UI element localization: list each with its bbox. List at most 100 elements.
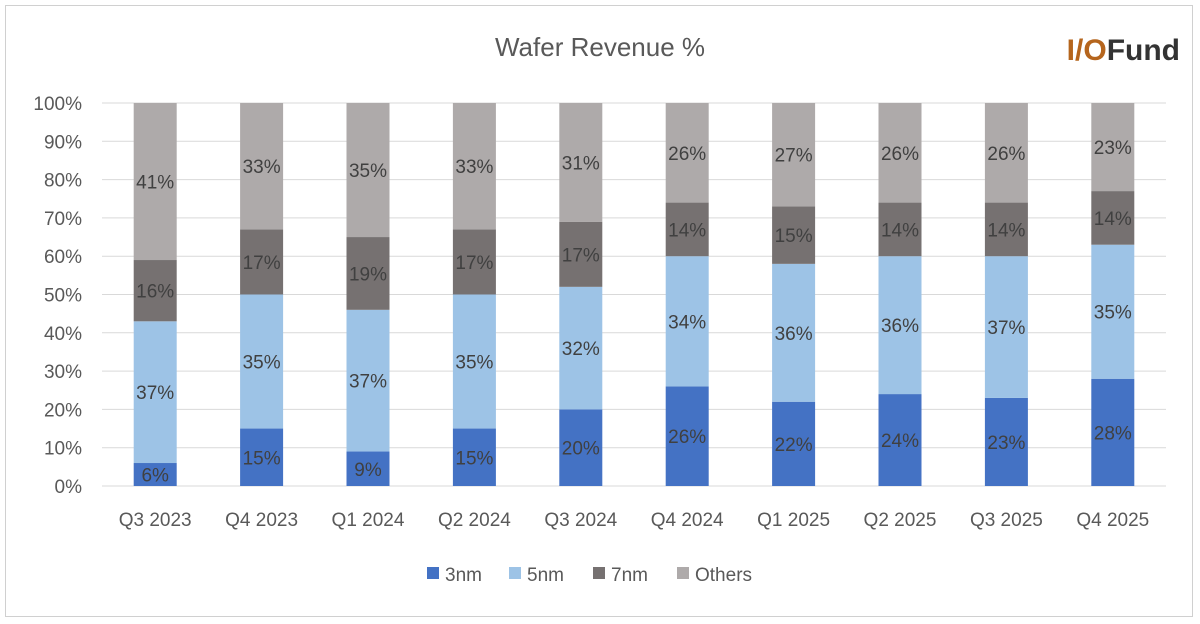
bar-segment: [452, 428, 496, 486]
data-label: 17%: [562, 245, 600, 266]
bar-segment: [878, 394, 922, 486]
data-label: 26%: [668, 427, 706, 448]
x-tick-label: Q3 2023: [119, 510, 192, 531]
bar-segment: [772, 206, 816, 264]
x-tick-label: Q4 2024: [651, 510, 724, 531]
legend-swatch: [593, 567, 605, 579]
bar-segment: [1091, 103, 1135, 192]
legend-label: 3nm: [445, 565, 482, 586]
y-tick-label: 10%: [44, 439, 82, 460]
logo-io-text: I/O: [1066, 34, 1107, 67]
bar-segment: [240, 103, 284, 230]
bar-segment: [984, 256, 1028, 398]
bar-segment: [665, 256, 709, 387]
data-label: 35%: [349, 161, 387, 182]
data-label: 15%: [775, 226, 813, 247]
bar-segment: [240, 294, 284, 429]
x-tick-label: Q2 2025: [864, 510, 937, 531]
x-tick-label: Q1 2025: [757, 510, 830, 531]
bar-segment: [346, 103, 390, 238]
bar-segment: [665, 202, 709, 257]
bar-segment: [984, 397, 1028, 486]
x-tick-label: Q4 2023: [225, 510, 298, 531]
data-label: 35%: [1094, 303, 1132, 324]
data-label: 34%: [668, 312, 706, 333]
y-tick-label: 100%: [33, 94, 82, 115]
legend-label: Others: [695, 565, 752, 586]
data-label: 37%: [349, 372, 387, 393]
logo-fund-text: Fund: [1106, 34, 1180, 67]
legend-swatch: [509, 567, 521, 579]
y-tick-label: 70%: [44, 209, 82, 230]
data-label: 37%: [136, 383, 174, 404]
y-tick-label: 20%: [44, 400, 82, 421]
data-label: 36%: [775, 324, 813, 345]
bar-segment: [559, 286, 603, 410]
chart-title: Wafer Revenue %: [494, 32, 706, 62]
bar-segment: [772, 263, 816, 402]
data-label: 36%: [881, 316, 919, 337]
bar-segment: [133, 103, 177, 261]
x-tick-label: Q3 2024: [544, 510, 617, 531]
y-tick-label: 80%: [44, 171, 82, 192]
x-tick-label: Q2 2024: [438, 510, 511, 531]
data-label: 15%: [243, 448, 281, 469]
data-label: 19%: [349, 264, 387, 285]
data-label: 14%: [668, 220, 706, 241]
data-label: 14%: [1094, 209, 1132, 230]
data-label: 33%: [243, 157, 281, 178]
bar-segment: [665, 103, 709, 203]
x-tick-label: Q3 2025: [970, 510, 1043, 531]
bar-segment: [559, 103, 603, 222]
data-label: 23%: [987, 433, 1025, 454]
data-label: 26%: [881, 144, 919, 165]
bar-segment: [452, 103, 496, 230]
data-label: 32%: [562, 339, 600, 360]
data-label: 26%: [668, 144, 706, 165]
bar-segment: [133, 321, 177, 464]
x-tick-label: Q4 2025: [1076, 510, 1149, 531]
data-label: 33%: [455, 157, 493, 178]
bar-segment: [346, 309, 390, 452]
bar-segment: [984, 202, 1028, 257]
data-label: 23%: [1094, 138, 1132, 159]
bar-segment: [1091, 378, 1135, 486]
data-label: 14%: [987, 220, 1025, 241]
bar-segment: [665, 386, 709, 486]
bar-segment: [133, 463, 177, 486]
data-label: 17%: [243, 253, 281, 274]
bar-segment: [984, 103, 1028, 203]
bar-segment: [240, 229, 284, 295]
bar-segment: [452, 229, 496, 295]
bar-segment: [559, 409, 603, 486]
bar-segment: [1091, 191, 1135, 245]
data-label: 14%: [881, 220, 919, 241]
data-label: 24%: [881, 431, 919, 452]
io-fund-logo: I/OFund: [1067, 34, 1180, 68]
bar-segment: [240, 428, 284, 486]
bar-segment: [346, 237, 390, 310]
bar-segment: [878, 202, 922, 257]
bar-segment: [559, 221, 603, 287]
data-label: 20%: [562, 439, 600, 460]
bar-segment: [772, 401, 816, 486]
y-tick-label: 0%: [55, 477, 83, 498]
data-label: 15%: [455, 448, 493, 469]
y-tick-label: 40%: [44, 324, 82, 345]
data-label: 6%: [141, 466, 169, 487]
bar-segment: [878, 256, 922, 395]
y-tick-label: 60%: [44, 247, 82, 268]
bar-segment: [346, 451, 390, 486]
legend-swatch: [677, 567, 689, 579]
data-label: 17%: [455, 253, 493, 274]
y-tick-label: 30%: [44, 362, 82, 383]
data-label: 35%: [243, 353, 281, 374]
data-label: 27%: [775, 146, 813, 167]
bar-segment: [878, 103, 922, 203]
bar-segment: [1091, 244, 1135, 379]
bar-segment: [133, 260, 177, 322]
bar-segment: [772, 103, 816, 207]
legend-label: 5nm: [527, 565, 564, 586]
data-label: 31%: [562, 153, 600, 174]
